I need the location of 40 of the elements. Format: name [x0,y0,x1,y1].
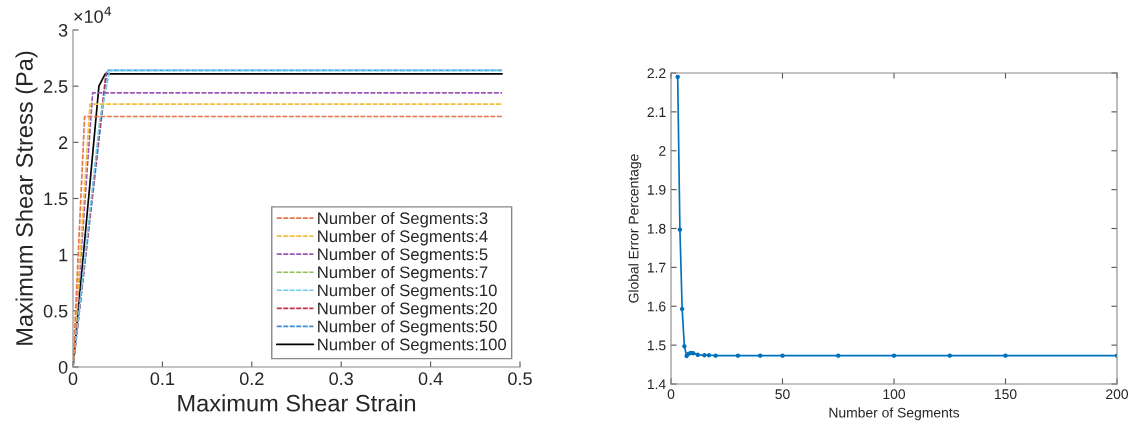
legend-label: Number of Segments:20 [318,302,497,318]
legend-label: Number of Segments:4 [318,229,488,246]
x-tick-label: 150 [994,389,1017,400]
legend-label: Number of Segments:100 [318,338,507,354]
x-tick-label: 0.2 [239,372,264,386]
y-tick-label: 2.2 [647,68,666,79]
y-tick-label: 1.5 [647,340,666,351]
y-tick-label: 0 [58,360,68,374]
x-tick-label: 100 [883,389,906,400]
x-axis-title: Number of Segments [829,407,960,421]
y-tick-label: 2.1 [647,107,666,117]
y-tick-label: 1.7 [647,262,666,273]
y-axis-title: Global Error Percentage [628,154,642,303]
y-tick-label: 1.8 [647,223,666,234]
y-tick-label: 1 [59,248,68,262]
x-tick-label: 0 [667,389,675,400]
x-tick-label: 0.1 [150,372,175,386]
y-tick-label: 1.5 [44,192,68,206]
y-tick-label: 3 [58,23,68,37]
text: ×10$^{4}$ [74,6,112,23]
x-tick-label: 0.3 [329,372,353,386]
legend-label: Number of Segments:3 [318,211,488,228]
legend-label: Number of Segments:10 [318,284,497,300]
x-tick-label: 0.4 [418,372,443,386]
x-tick-label: 0.5 [508,372,532,386]
x-tick-label: 50 [775,389,790,400]
y-tick-label: 1.4 [647,379,666,390]
x-axis-title: Maximum Shear Strain [178,394,416,412]
y-tick-label: 1.9 [647,184,666,195]
legend-label: Number of Segments:7 [318,265,488,282]
y-tick-label: 2 [659,146,666,156]
y-tick-label: 2 [59,136,68,149]
legend-label: Number of Segments:50 [318,320,497,336]
x-tick-label: 200 [1106,389,1129,400]
y-axis-title: Maximum Shear Stress (Pa) [15,51,38,345]
legend-label: Number of Segments:5 [318,247,488,264]
x-tick-label: 0 [68,372,78,386]
y-tick-label: 0.5 [43,304,68,318]
y-tick-label: 1.6 [647,301,666,312]
y-tick-label: 2.5 [43,80,68,93]
